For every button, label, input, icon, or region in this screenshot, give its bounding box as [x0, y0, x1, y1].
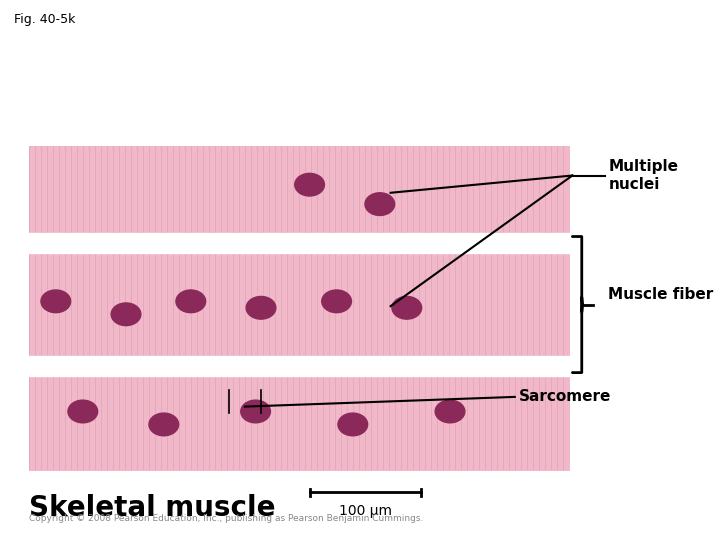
Text: Fig. 40-5k: Fig. 40-5k [14, 14, 76, 26]
Ellipse shape [176, 290, 206, 313]
Ellipse shape [240, 400, 271, 423]
Ellipse shape [149, 413, 179, 436]
Ellipse shape [246, 296, 276, 319]
Text: Skeletal muscle: Skeletal muscle [29, 494, 275, 522]
Ellipse shape [322, 290, 351, 313]
Ellipse shape [111, 303, 141, 326]
Ellipse shape [68, 400, 98, 423]
Ellipse shape [338, 413, 368, 436]
Text: 100 µm: 100 µm [339, 504, 392, 518]
Text: Copyright © 2008 Pearson Education, Inc., publishing as Pearson Benjamin Cumming: Copyright © 2008 Pearson Education, Inc.… [29, 514, 423, 523]
Text: Muscle fiber: Muscle fiber [608, 287, 714, 302]
Ellipse shape [435, 400, 465, 423]
Ellipse shape [392, 296, 422, 319]
Ellipse shape [41, 290, 71, 313]
Text: Multiple
nuclei: Multiple nuclei [608, 159, 678, 192]
Ellipse shape [365, 193, 395, 215]
Text: Sarcomere: Sarcomere [518, 389, 611, 404]
Ellipse shape [294, 173, 325, 196]
